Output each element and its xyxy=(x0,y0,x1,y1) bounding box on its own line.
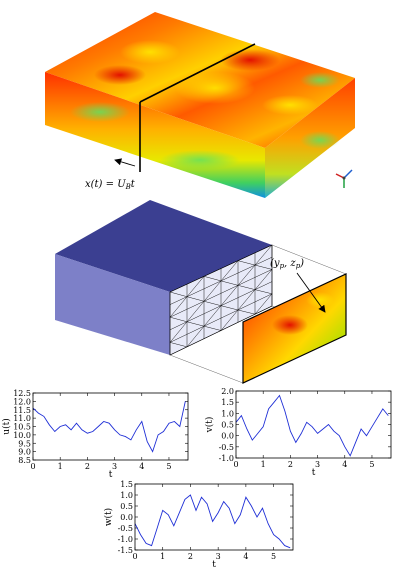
chart-panel-2: -1.0 -0.5 0.0 0.5 1.0 1.5 2.0 0 1 2 3 4 5 t v(t) xyxy=(204,387,392,478)
field-blob xyxy=(160,150,240,170)
x-tick-label: 5 xyxy=(166,462,171,471)
x-tick-label: 1 xyxy=(261,460,266,469)
y-axis-label: w(t) xyxy=(103,508,114,526)
x-tick-label: 0 xyxy=(132,552,137,561)
y-tick-label: 0.5 xyxy=(120,502,133,511)
y-tick-label: 9.5 xyxy=(18,439,31,448)
chart-panel-3: -1.5 -1.0 -0.5 0.0 0.5 1.0 1.5 0 1 2 3 4 5 t w(t) xyxy=(103,480,294,567)
y-axis-label: u(t) xyxy=(1,418,12,434)
x-tick-label: 0 xyxy=(30,462,35,471)
y-tick-label: 1.0 xyxy=(221,409,234,418)
series-line xyxy=(235,394,389,457)
traverse-arrow xyxy=(114,158,136,167)
x-tick-label: 4 xyxy=(139,462,144,471)
field-blob xyxy=(220,49,280,71)
y-tick-label: 9.0 xyxy=(18,448,31,457)
field-blob xyxy=(262,95,318,115)
schematic-top-face xyxy=(55,200,272,292)
y-tick-label: -1.0 xyxy=(118,535,133,544)
field-blob xyxy=(70,102,130,122)
probe-point-label: (yp, zp) xyxy=(270,258,304,270)
plot-frame xyxy=(235,390,392,459)
y-tick-label: 2.0 xyxy=(221,387,234,396)
y-tick-label: 0.0 xyxy=(120,513,133,522)
field-blob xyxy=(94,65,146,85)
x-tick-label: 2 xyxy=(85,462,90,471)
y-axis-label: v(t) xyxy=(204,417,215,434)
y-tick-label: 12.5 xyxy=(13,389,31,398)
x-tick-label: 5 xyxy=(369,460,374,469)
y-tick-label: -0.5 xyxy=(219,443,234,452)
field-blob xyxy=(300,72,340,88)
plot-frame xyxy=(134,483,294,551)
axes-triad-icon xyxy=(335,169,353,188)
y-tick-label: 10.5 xyxy=(13,423,31,432)
projection-line xyxy=(169,354,244,384)
schematic-box: (yp, zp) xyxy=(55,200,347,384)
traverse-label: x(t) = UBt xyxy=(85,179,136,191)
y-tick-label: 1.0 xyxy=(120,491,133,500)
inlet-mesh xyxy=(169,244,273,356)
x-tick-label: 4 xyxy=(243,552,248,561)
schematic-left-face xyxy=(55,254,170,355)
series-line xyxy=(32,401,186,453)
x-tick-label: 2 xyxy=(288,460,293,469)
x-tick-label: 3 xyxy=(315,460,320,469)
time-series-panels: 8.59.09.510.010.511.011.512.012.50 1 2 3 4 5t… xyxy=(1,387,392,567)
x-tick-label: 3 xyxy=(112,462,117,471)
y-tick-label: -1.0 xyxy=(219,454,234,463)
x-tick-label: 4 xyxy=(342,460,347,469)
chart-panel-1: 8.59.09.510.010.511.011.512.012.5 0 1 2 3 4 5 t… xyxy=(1,389,189,480)
traverse-plane-edge xyxy=(139,43,256,103)
x-tick-label: 1 xyxy=(160,552,165,561)
y-tick-label: -0.5 xyxy=(118,524,133,533)
y-tick-label: 1.5 xyxy=(221,398,234,407)
x-axis-label: t xyxy=(109,470,113,480)
y-tick-label: 8.5 xyxy=(18,456,31,465)
y-tick-label: 11.5 xyxy=(13,406,31,415)
y-tick-label: 0.0 xyxy=(221,432,234,441)
x-axis-label: t xyxy=(212,560,216,567)
field-blob xyxy=(175,72,255,104)
x-tick-label: 2 xyxy=(188,552,193,561)
probe-arrow xyxy=(296,272,326,313)
plot-frame xyxy=(32,392,189,461)
x-axis-label: t xyxy=(312,468,316,478)
y-tick-label: 12.0 xyxy=(13,397,31,406)
y-tick-label: 1.5 xyxy=(120,480,133,489)
y-tick-label: 10.0 xyxy=(13,431,31,440)
y-tick-label: -1.5 xyxy=(118,546,133,555)
y-tick-label: 11.0 xyxy=(13,414,31,423)
field-blob xyxy=(120,40,180,64)
x-tick-label: 0 xyxy=(233,460,238,469)
field-blob xyxy=(300,131,340,149)
x-tick-label: 5 xyxy=(271,552,276,561)
y-tick-label: 0.5 xyxy=(221,421,234,430)
turbulence-field-box: x(t) = UBt xyxy=(45,12,355,198)
slice-blob xyxy=(272,315,308,335)
x-tick-label: 3 xyxy=(216,552,221,561)
projection-line xyxy=(271,244,347,275)
series-line xyxy=(134,494,291,549)
x-tick-label: 1 xyxy=(58,462,63,471)
